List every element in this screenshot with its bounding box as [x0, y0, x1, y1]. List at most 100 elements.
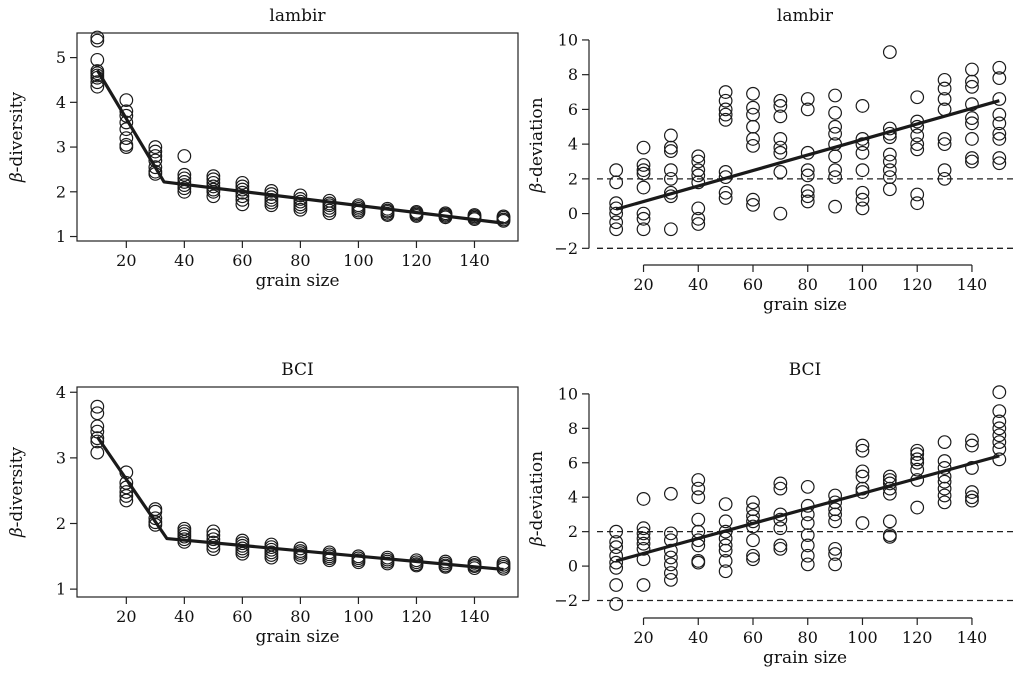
panel-title: lambir	[777, 6, 834, 26]
data-point	[965, 461, 979, 475]
data-point	[773, 99, 788, 113]
data-point	[636, 166, 651, 181]
data-point	[937, 163, 952, 178]
x-tick-label: 100	[847, 628, 878, 647]
data-point	[800, 516, 815, 530]
y-tick-label: 2	[568, 169, 578, 188]
data-point	[882, 529, 897, 544]
y-tick-label: 2	[56, 182, 66, 201]
y-tick-label: 1	[56, 227, 66, 246]
data-point	[965, 493, 979, 508]
data-point	[773, 165, 788, 179]
data-point	[992, 421, 1007, 436]
data-point	[663, 572, 678, 587]
x-tick-label: 140	[957, 628, 988, 647]
data-point	[882, 170, 897, 185]
data-point	[773, 109, 788, 124]
y-tick-label: 6	[568, 453, 578, 472]
data-point	[828, 119, 843, 134]
data-point	[691, 168, 706, 183]
data-point	[691, 149, 706, 164]
data-point	[800, 163, 815, 178]
data-point	[119, 485, 134, 499]
data-point	[119, 93, 134, 107]
data-point	[264, 184, 279, 198]
data-point	[910, 196, 925, 211]
data-point	[691, 490, 706, 505]
data-point	[828, 507, 843, 522]
data-point	[636, 492, 651, 506]
data-point	[992, 414, 1007, 429]
data-point	[609, 540, 624, 555]
data-point	[965, 490, 979, 505]
y-tick-label: 8	[568, 65, 578, 84]
x-tick-label: 100	[847, 275, 878, 294]
data-point	[177, 181, 192, 196]
y-tick-label: 4	[56, 383, 66, 402]
data-point	[828, 199, 843, 214]
data-point	[264, 550, 279, 565]
y-axis-label-symbol: β	[7, 527, 27, 538]
y-tick-label: 4	[56, 93, 66, 112]
panel-bci-beta-diversity: BCI grain size β-diversity 20 40 60 80 100 12…	[7, 360, 519, 647]
data-point	[636, 521, 651, 536]
data-point	[90, 399, 105, 414]
data-point	[293, 200, 308, 214]
fit-line	[95, 435, 504, 572]
y-tick-label: 4	[568, 135, 578, 154]
data-point	[855, 438, 870, 453]
data-point	[855, 443, 870, 458]
data-point	[855, 201, 870, 216]
data-point	[773, 145, 788, 160]
y-tick-label: 2	[56, 514, 66, 533]
data-point	[773, 93, 788, 108]
plot-frame	[76, 386, 519, 598]
data-point	[718, 185, 733, 200]
panel-title: BCI	[789, 360, 822, 380]
y-tick-label: 1	[56, 580, 66, 599]
y-tick-label: 10	[558, 384, 578, 403]
data-point	[609, 560, 624, 575]
data-point	[636, 526, 651, 541]
data-point	[148, 160, 163, 175]
data-point	[992, 107, 1007, 122]
panel-title: BCI	[281, 360, 314, 380]
data-point	[965, 433, 979, 448]
x-tick-label: 60	[232, 251, 252, 270]
data-point	[691, 175, 706, 190]
data-point	[992, 404, 1007, 419]
data-point	[910, 462, 925, 477]
data-point	[206, 184, 221, 199]
data-point	[691, 512, 706, 527]
x-tick-label: 140	[459, 251, 490, 270]
data-point	[235, 197, 250, 212]
data-point	[746, 138, 760, 153]
data-point	[882, 182, 897, 197]
y-axis-label-symbol: β	[527, 183, 547, 194]
data-point	[206, 169, 221, 184]
data-point	[663, 163, 678, 178]
x-tick-label: 140	[957, 275, 988, 294]
x-tick-label: 20	[116, 607, 136, 626]
data-point	[773, 481, 788, 496]
x-tick-label: 40	[688, 275, 708, 294]
data-point	[293, 188, 308, 203]
data-point	[718, 112, 733, 127]
data-point	[828, 541, 843, 556]
y-tick-label: 3	[56, 138, 66, 157]
data-point	[90, 52, 105, 67]
x-tick-label: 100	[343, 607, 374, 626]
x-tick-label: 120	[902, 628, 933, 647]
data-point	[609, 206, 624, 221]
data-point	[409, 209, 424, 223]
x-tick-label: 120	[401, 607, 432, 626]
data-point	[663, 557, 678, 572]
x-tick-label: 120	[401, 251, 432, 270]
panel-lambir-beta-deviation: lambir grain size β-deviation 20 40 60 80 10…	[527, 6, 1013, 315]
data-point	[937, 171, 952, 186]
data-point	[992, 435, 1007, 450]
data-point	[718, 554, 733, 568]
data-point	[800, 102, 815, 117]
data-point	[119, 131, 134, 146]
data-point	[177, 175, 192, 189]
